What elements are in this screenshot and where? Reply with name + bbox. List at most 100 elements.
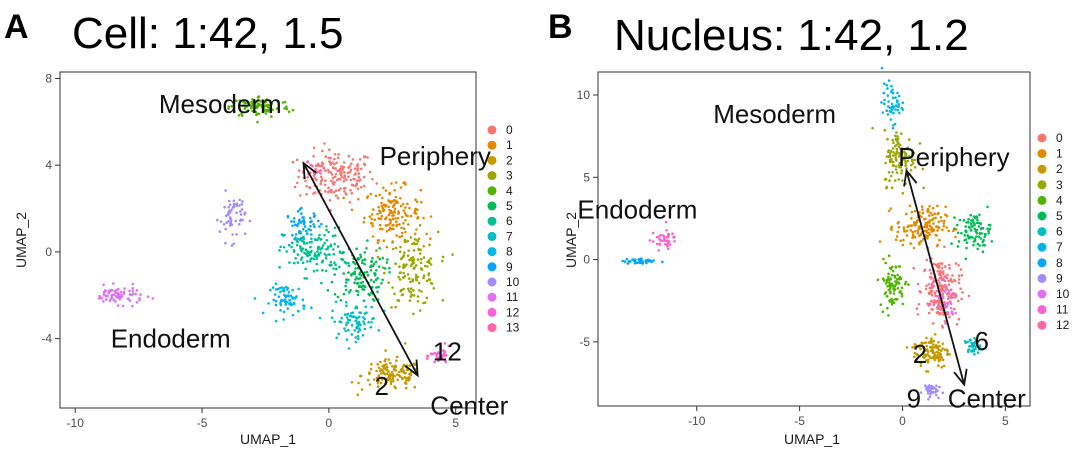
cluster-7-point	[892, 111, 895, 115]
cluster-0-point	[344, 192, 348, 195]
cluster-1-point	[925, 229, 928, 233]
cluster-0-point	[942, 272, 945, 276]
cluster-1-point	[910, 216, 913, 220]
cluster-8-point	[286, 288, 289, 291]
cluster-6-point	[325, 239, 329, 242]
cluster-9-point	[300, 236, 303, 240]
cluster-1-point	[932, 229, 936, 232]
cluster-4-point	[250, 101, 254, 104]
cluster-3-point	[892, 151, 895, 154]
cluster-8-point	[284, 300, 287, 304]
cluster-1-point	[387, 228, 391, 232]
cluster-5-point	[972, 243, 975, 247]
cluster-4-point	[899, 289, 902, 293]
cluster-3-point	[441, 298, 445, 302]
cluster-5-point	[976, 242, 980, 246]
cluster-3-point	[422, 256, 426, 259]
cluster-6-point	[285, 250, 289, 253]
cluster-0-point	[327, 186, 330, 189]
legend-label: 0	[1056, 131, 1063, 145]
cluster-4-point	[893, 274, 896, 278]
legend-label: 7	[1056, 240, 1063, 254]
cluster-0-point	[341, 165, 344, 169]
cluster-0-point	[930, 300, 934, 303]
cluster-0-point	[957, 317, 961, 321]
x-tick-label: -5	[794, 414, 805, 428]
cluster-0-point	[938, 265, 941, 268]
cluster-10-point	[218, 230, 222, 233]
cluster-3-point	[918, 142, 922, 145]
cluster-12-point	[440, 355, 444, 359]
legend-label: 12	[1056, 318, 1070, 332]
cluster-3-point	[895, 171, 899, 174]
cluster-5-point	[978, 213, 981, 217]
cluster-1-point	[371, 235, 375, 238]
cluster-5-point	[967, 237, 970, 240]
cluster-6-point	[324, 269, 328, 273]
cluster-9-point	[292, 220, 296, 223]
cluster-3-point	[419, 309, 422, 312]
cluster-3-point	[900, 152, 904, 156]
cluster-6-point	[327, 230, 330, 234]
cluster-10-point	[243, 211, 247, 214]
cluster-8-point	[283, 293, 286, 297]
cluster-2-point	[375, 369, 378, 373]
cluster-1-point	[945, 226, 948, 229]
cluster-5-point	[956, 231, 960, 235]
legend-key	[1037, 164, 1047, 174]
cluster-3-point	[402, 263, 406, 266]
cluster-2-point	[408, 364, 412, 368]
cluster-2-point	[911, 346, 914, 349]
cluster-5-point	[370, 260, 374, 264]
cluster-3-point	[422, 301, 425, 305]
cluster-2-point	[396, 378, 400, 382]
cluster-3-point	[425, 279, 429, 283]
cluster-8-point	[661, 260, 664, 264]
cluster-3-point	[425, 296, 429, 300]
legend-key	[1037, 149, 1047, 159]
cluster-8-point	[279, 308, 282, 312]
cluster-1-point	[420, 200, 423, 204]
cluster-13-point	[297, 169, 301, 172]
legend-label: 6	[1056, 225, 1063, 239]
cluster-5-point	[374, 260, 378, 264]
cluster-8-point	[273, 293, 277, 296]
cluster-3-point	[413, 242, 416, 246]
annotation-label: Endoderm	[577, 194, 697, 224]
cluster-3-point	[409, 295, 413, 298]
cluster-3-point	[423, 264, 427, 268]
cluster-3-point	[888, 160, 892, 164]
cluster-0-point	[929, 291, 932, 295]
cluster-5-point	[974, 230, 977, 233]
cluster-7-point	[883, 82, 886, 85]
legend-key	[487, 186, 497, 196]
cluster-10-point	[949, 306, 953, 310]
cluster-7-point	[896, 108, 900, 112]
cluster-6-point	[345, 261, 348, 265]
legend-label: 6	[506, 214, 513, 228]
cluster-3-point	[416, 295, 420, 298]
cluster-3-point	[451, 253, 454, 256]
cluster-0-point	[939, 262, 942, 265]
cluster-11-point	[123, 287, 126, 290]
cluster-5-point	[363, 262, 366, 266]
cluster-11-point	[673, 240, 676, 243]
cluster-7-point	[363, 322, 366, 326]
cluster-8-point	[271, 286, 275, 289]
cluster-2-point	[404, 376, 408, 380]
cluster-2-point	[379, 381, 383, 385]
cluster-6-point	[333, 234, 337, 237]
cluster-4-point	[251, 109, 254, 113]
cluster-1-point	[937, 220, 941, 224]
cluster-4-point	[885, 278, 888, 282]
cluster-3-point	[422, 276, 425, 280]
cluster-2-point	[357, 381, 360, 385]
cluster-2-point	[368, 371, 371, 374]
cluster-0-point	[350, 162, 353, 166]
cluster-11-point	[121, 304, 125, 308]
cluster-0-point	[349, 168, 353, 172]
cluster-5-point	[964, 257, 968, 261]
legend-label: 10	[506, 275, 520, 289]
cluster-8-point	[279, 303, 283, 307]
cluster-2-point	[394, 386, 398, 390]
